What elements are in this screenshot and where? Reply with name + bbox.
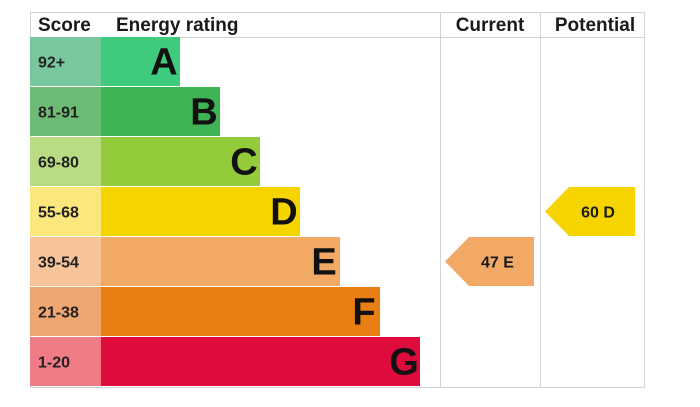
score-cell-a: [30, 37, 101, 86]
rating-bar-f: [101, 287, 380, 336]
rating-letter-b: B: [190, 92, 217, 134]
rating-bar-c: [101, 137, 260, 186]
rating-bar-a: [101, 37, 180, 86]
score-range-b: 81-91: [38, 105, 79, 122]
score-range-c: 69-80: [38, 155, 79, 172]
rating-letter-f: F: [352, 292, 375, 334]
score-cell-c: [30, 137, 101, 186]
current-rating-label: 47 E: [481, 255, 514, 272]
score-cell-e: [30, 237, 101, 286]
rating-letter-g: G: [389, 342, 419, 384]
rating-letter-a: A: [150, 42, 177, 84]
score-range-f: 21-38: [38, 305, 79, 322]
score-cell-g: [30, 337, 101, 386]
energy-rating-header: Energy rating: [116, 15, 238, 36]
current-arrow: [445, 237, 534, 286]
score-range-g: 1-20: [38, 355, 70, 372]
potential-rating-label: 60 D: [581, 205, 615, 222]
rating-bar-e: [101, 237, 340, 286]
score-cell-d: [30, 187, 101, 236]
potential-arrow: [545, 187, 635, 236]
rating-bands: 92+ A 81-91 B 69-80 C 55-68 D 39-54 E 21-38 F 1-20 G: [30, 37, 420, 386]
rating-bar-b: [101, 87, 220, 136]
rating-bar-d: [101, 187, 300, 236]
score-range-d: 55-68: [38, 205, 79, 222]
score-range-e: 39-54: [38, 255, 79, 272]
score-cell-b: [30, 87, 101, 136]
rating-arrows: 47 E 60 D: [445, 187, 635, 286]
rating-letter-d: D: [270, 192, 297, 234]
score-cell-f: [30, 287, 101, 336]
score-header: Score: [38, 15, 91, 36]
current-header: Current: [456, 15, 525, 36]
score-range-a: 92+: [38, 55, 65, 72]
potential-header: Potential: [555, 15, 635, 36]
rating-letter-e: E: [311, 242, 336, 284]
rating-letter-c: C: [230, 142, 257, 184]
rating-bar-g: [101, 337, 420, 386]
